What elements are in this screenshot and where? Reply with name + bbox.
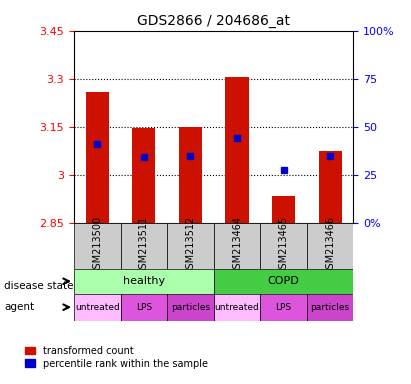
FancyBboxPatch shape	[260, 294, 307, 321]
FancyBboxPatch shape	[214, 223, 260, 269]
Text: healthy: healthy	[123, 276, 165, 286]
Text: GSM213511: GSM213511	[139, 216, 149, 275]
Text: LPS: LPS	[136, 303, 152, 312]
Bar	[132, 128, 155, 223]
Text: GSM213466: GSM213466	[325, 216, 335, 275]
Text: untreated: untreated	[75, 303, 120, 312]
FancyBboxPatch shape	[167, 223, 214, 269]
Text: GSM213464: GSM213464	[232, 216, 242, 275]
Text: GSM213512: GSM213512	[185, 216, 195, 275]
FancyBboxPatch shape	[120, 294, 167, 321]
Text: GSM213500: GSM213500	[92, 216, 102, 275]
Text: disease state: disease state	[4, 281, 74, 291]
Bar	[85, 91, 109, 223]
FancyBboxPatch shape	[307, 294, 353, 321]
Text: particles: particles	[311, 303, 350, 312]
Text: COPD: COPD	[268, 276, 300, 286]
Legend: transformed count, percentile rank within the sample: transformed count, percentile rank withi…	[25, 346, 208, 369]
FancyBboxPatch shape	[307, 223, 353, 269]
Text: untreated: untreated	[215, 303, 259, 312]
Title: GDS2866 / 204686_at: GDS2866 / 204686_at	[137, 14, 290, 28]
Bar	[179, 127, 202, 223]
Text: GSM213465: GSM213465	[279, 216, 289, 275]
Bar	[272, 195, 295, 223]
FancyBboxPatch shape	[260, 223, 307, 269]
Text: LPS: LPS	[275, 303, 292, 312]
Bar	[319, 151, 342, 223]
FancyBboxPatch shape	[74, 294, 120, 321]
FancyBboxPatch shape	[214, 294, 260, 321]
FancyBboxPatch shape	[74, 223, 120, 269]
Text: agent: agent	[4, 302, 34, 312]
Bar	[225, 77, 249, 223]
FancyBboxPatch shape	[167, 294, 214, 321]
FancyBboxPatch shape	[74, 269, 214, 294]
FancyBboxPatch shape	[214, 269, 353, 294]
FancyBboxPatch shape	[120, 223, 167, 269]
Text: particles: particles	[171, 303, 210, 312]
